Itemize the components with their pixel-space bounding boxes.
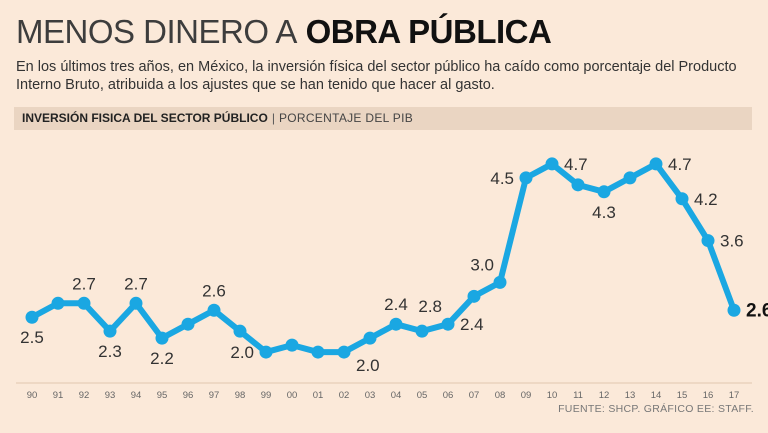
band-main: INVERSIÓN FISICA DEL SECTOR PÚBLICO (22, 111, 268, 125)
series-line (29, 160, 737, 356)
data-label: 2.2 (150, 349, 174, 368)
x-tick-label: 05 (417, 390, 428, 401)
data-point (363, 331, 377, 345)
data-label: 2.3 (98, 342, 122, 361)
data-point (207, 303, 221, 317)
data-point (727, 303, 741, 317)
data-point (415, 324, 429, 338)
data-label: 4.7 (564, 155, 588, 174)
band-unit: PORCENTAJE DEL PIB (278, 111, 414, 125)
x-tick-label: 00 (287, 390, 298, 401)
data-label: 2.7 (72, 274, 96, 293)
data-point (285, 338, 299, 352)
title-bold: OBRA PÚBLICA (305, 13, 552, 50)
band-separator: | (271, 111, 275, 125)
x-tick-label: 03 (365, 390, 376, 401)
data-label: 2.7 (124, 274, 148, 293)
data-labels: 2.5 2.7 2.3 2.7 2.2 2.6 2.0 2.0 2.4 2.4 2.8 3.0 4.5 4… (20, 155, 768, 375)
data-label: 2.6 (202, 281, 226, 300)
chart-band: INVERSIÓN FISICA DEL SECTOR PÚBLICO | PORC… (14, 107, 752, 130)
data-point (25, 310, 39, 324)
data-point (181, 317, 195, 331)
data-label: 2.5 (20, 328, 44, 347)
data-point (519, 171, 533, 185)
x-tick-label: 98 (235, 390, 246, 401)
x-tick-label: 90 (27, 390, 38, 401)
x-tick-label: 11 (573, 390, 583, 401)
data-label: 3.0 (470, 255, 494, 274)
data-point (441, 317, 455, 331)
x-tick-label: 91 (53, 390, 64, 401)
data-label: 2.0 (230, 343, 254, 362)
data-label: 4.5 (490, 169, 514, 188)
data-label: 2.6 (746, 300, 768, 321)
x-tick-label: 04 (391, 390, 402, 401)
data-point (545, 157, 559, 171)
data-point (103, 324, 117, 338)
x-tick-label: 10 (547, 390, 558, 401)
x-tick-label: 16 (703, 390, 714, 401)
x-tick-label: 97 (209, 390, 220, 401)
data-point (311, 345, 325, 359)
data-label: 2.8 (418, 297, 442, 316)
x-tick-label: 96 (183, 390, 194, 401)
x-tick-label: 17 (729, 390, 740, 401)
data-point (155, 331, 169, 345)
x-tick-label: 13 (625, 390, 636, 401)
x-tick-label: 01 (313, 390, 324, 401)
data-point (259, 345, 273, 359)
data-point (51, 296, 65, 310)
x-tick-label: 94 (131, 390, 142, 401)
x-tick-label: 95 (157, 390, 168, 401)
data-point (337, 345, 351, 359)
data-point (77, 296, 91, 310)
x-tick-label: 09 (521, 390, 532, 401)
data-points (25, 157, 741, 359)
title-light: MENOS DINERO A (16, 13, 297, 50)
data-point (467, 289, 481, 303)
data-point (571, 178, 585, 192)
x-tick-label: 02 (339, 390, 350, 401)
data-point (233, 324, 247, 338)
x-tick-label: 92 (79, 390, 90, 401)
x-tick-labels: 90 91 92 93 94 95 96 97 98 99 00 01 02 03 04 05 06 07 08 09… (27, 390, 740, 401)
data-label: 2.0 (356, 356, 380, 375)
x-tick-label: 93 (105, 390, 116, 401)
source-note: FUENTE: SHCP. GRÁFICO EE: STAFF. (558, 403, 754, 415)
x-tick-label: 12 (599, 390, 610, 401)
x-tick-label: 08 (495, 390, 506, 401)
data-label: 3.6 (720, 232, 744, 251)
data-point (493, 275, 507, 289)
chart-title: MENOS DINERO A OBRA PÚBLICA (16, 12, 552, 52)
data-label: 2.4 (384, 295, 408, 314)
data-label: 4.7 (668, 155, 692, 174)
x-tick-label: 07 (469, 390, 480, 401)
data-point (701, 234, 715, 248)
data-point (129, 296, 143, 310)
x-tick-label: 14 (651, 390, 662, 401)
data-label: 4.3 (592, 203, 616, 222)
data-point (623, 171, 637, 185)
data-point (597, 185, 611, 199)
chart-subtitle: En los últimos tres años, en México, la … (16, 59, 737, 93)
data-point (675, 192, 689, 206)
x-tick-label: 15 (677, 390, 688, 401)
data-label: 4.2 (694, 190, 718, 209)
data-label: 2.4 (460, 315, 484, 334)
data-point (649, 157, 663, 171)
x-tick-label: 06 (443, 390, 454, 401)
x-tick-label: 99 (261, 390, 272, 401)
data-point (389, 317, 403, 331)
